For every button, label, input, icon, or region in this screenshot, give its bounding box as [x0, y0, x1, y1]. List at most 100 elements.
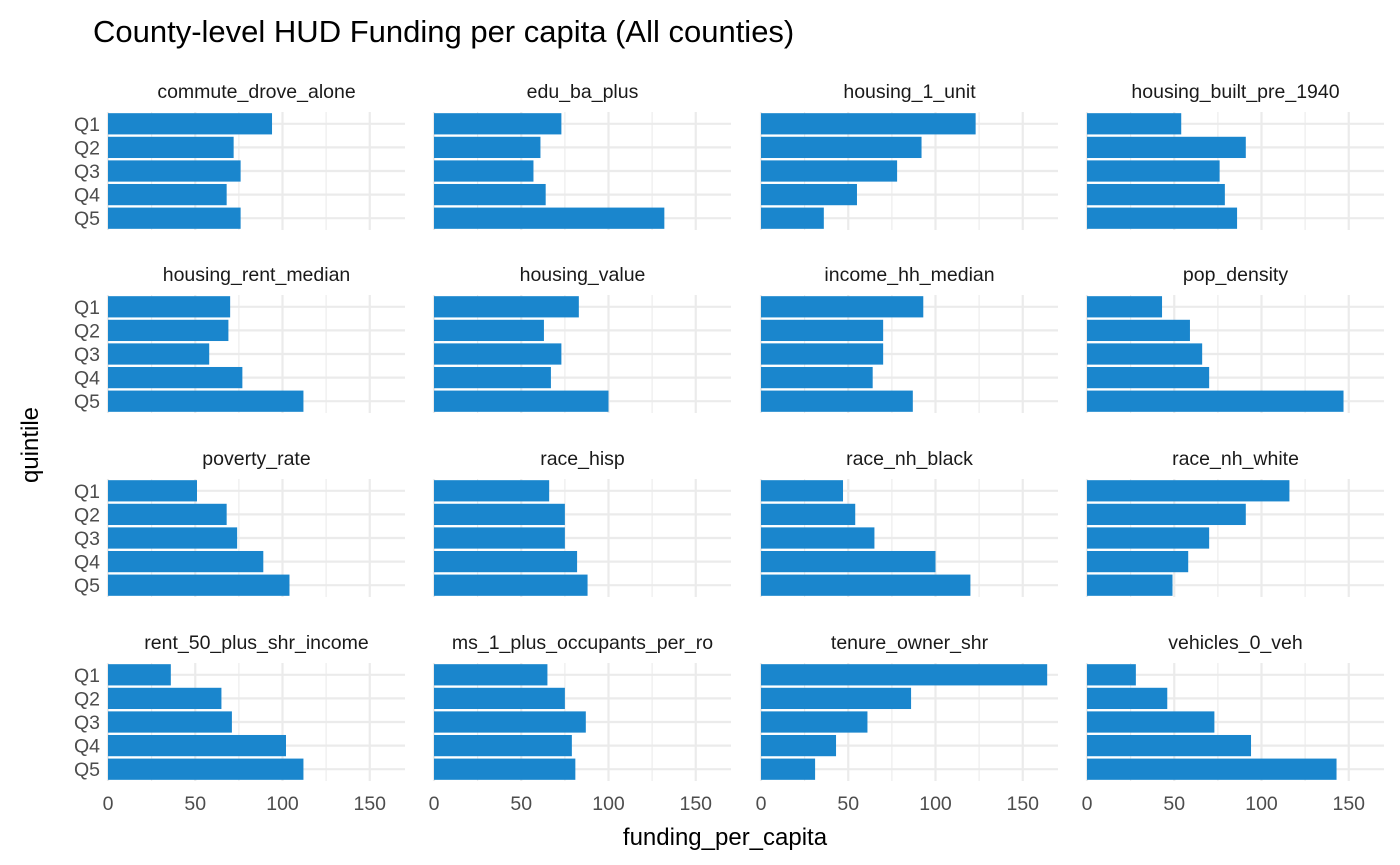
bar: [434, 136, 541, 159]
y-tick-label: Q5: [74, 208, 100, 230]
x-tick-label: 100: [919, 793, 952, 815]
facet-label: commute_drove_alone: [157, 81, 355, 103]
facet-label: poverty_rate: [202, 448, 310, 470]
bar: [108, 758, 304, 780]
bar: [434, 734, 572, 757]
y-tick-label: Q5: [74, 759, 100, 781]
bar: [1087, 136, 1246, 159]
y-tick-label: Q2: [74, 320, 100, 342]
facet-label: vehicles_0_veh: [1168, 632, 1302, 654]
bar: [434, 664, 548, 686]
bar: [434, 319, 544, 342]
bar: [1087, 343, 1203, 365]
bar: [108, 296, 231, 318]
facet-panel: edu_ba_plus: [432, 81, 731, 230]
facet-panel: housing_1_unit: [759, 81, 1058, 230]
bar: [108, 503, 227, 526]
facet-panel: income_hh_median: [759, 264, 1058, 413]
bar: [108, 113, 273, 135]
bar: [761, 136, 922, 159]
bar: [1087, 319, 1190, 342]
y-tick-label: Q4: [74, 368, 100, 390]
bar: [434, 480, 550, 502]
bar: [434, 527, 565, 549]
bar: [1087, 296, 1163, 318]
facet-panel: tenure_owner_shr: [759, 632, 1058, 781]
y-tick-label: Q1: [74, 481, 100, 503]
y-tick-label: Q2: [74, 504, 100, 526]
y-tick-label: Q1: [74, 665, 100, 687]
bar: [434, 160, 534, 182]
bar: [761, 319, 884, 342]
y-tick-label: Q3: [74, 161, 100, 183]
bar: [1087, 687, 1168, 710]
bar: [108, 527, 238, 549]
bar: [761, 343, 884, 365]
bar: [108, 343, 210, 365]
bar: [761, 711, 868, 733]
facet-label: income_hh_median: [824, 264, 994, 286]
bar: [761, 734, 837, 757]
facet-label: edu_ba_plus: [527, 81, 639, 103]
bar: [108, 319, 229, 342]
bar: [434, 503, 565, 526]
bar: [1087, 734, 1252, 757]
x-tick-label: 50: [1163, 793, 1185, 815]
y-tick-label: Q2: [74, 688, 100, 710]
bar: [434, 183, 546, 206]
bar: [761, 296, 924, 318]
facet-label: housing_1_unit: [843, 81, 976, 103]
facet-panel: race_hisp: [432, 448, 731, 597]
bar: [108, 390, 304, 412]
bar: [108, 160, 241, 182]
bar: [761, 183, 857, 206]
bar: [108, 734, 286, 757]
bar: [108, 480, 197, 502]
facet-panel: race_nh_black: [759, 448, 1058, 597]
y-tick-label: Q1: [74, 114, 100, 136]
facet-panel: pop_density: [1085, 264, 1384, 413]
x-tick-label: 150: [353, 793, 386, 815]
bar: [1087, 664, 1136, 686]
bar: [761, 758, 816, 780]
facet-label: housing_rent_median: [163, 264, 351, 286]
facet-label: ms_1_plus_occupants_per_ro: [452, 632, 713, 654]
bar: [1087, 711, 1215, 733]
facet-label: housing_value: [520, 264, 646, 286]
bar: [1087, 183, 1225, 206]
y-tick-label: Q2: [74, 137, 100, 159]
bar: [761, 550, 936, 573]
bar: [108, 711, 232, 733]
chart-title: County-level HUD Funding per capita (All…: [93, 14, 794, 49]
facet-label: race_nh_black: [846, 448, 973, 470]
bar: [1087, 574, 1173, 596]
bar: [1087, 480, 1290, 502]
bar: [434, 574, 588, 596]
bar: [1087, 550, 1189, 573]
bar: [108, 687, 222, 710]
x-tick-label: 100: [266, 793, 299, 815]
bar: [761, 207, 824, 229]
bar: [1087, 527, 1210, 549]
bar: [108, 366, 243, 389]
x-axis-title: funding_per_capita: [623, 824, 828, 851]
x-tick-label: 0: [1082, 793, 1093, 815]
facet-label: housing_built_pre_1940: [1131, 81, 1339, 103]
x-tick-label: 50: [837, 793, 859, 815]
y-tick-label: Q3: [74, 528, 100, 550]
bar: [761, 664, 1048, 686]
bar: [434, 687, 565, 710]
facet-panel: race_nh_white: [1085, 448, 1384, 597]
bar: [434, 390, 609, 412]
x-tick-label: 150: [1332, 793, 1365, 815]
bar: [761, 390, 913, 412]
bar: [761, 366, 873, 389]
bar: [761, 113, 976, 135]
facet-label: tenure_owner_shr: [831, 632, 989, 654]
bar: [761, 527, 875, 549]
bar: [1087, 503, 1246, 526]
facet-panel: vehicles_0_veh: [1085, 632, 1384, 781]
